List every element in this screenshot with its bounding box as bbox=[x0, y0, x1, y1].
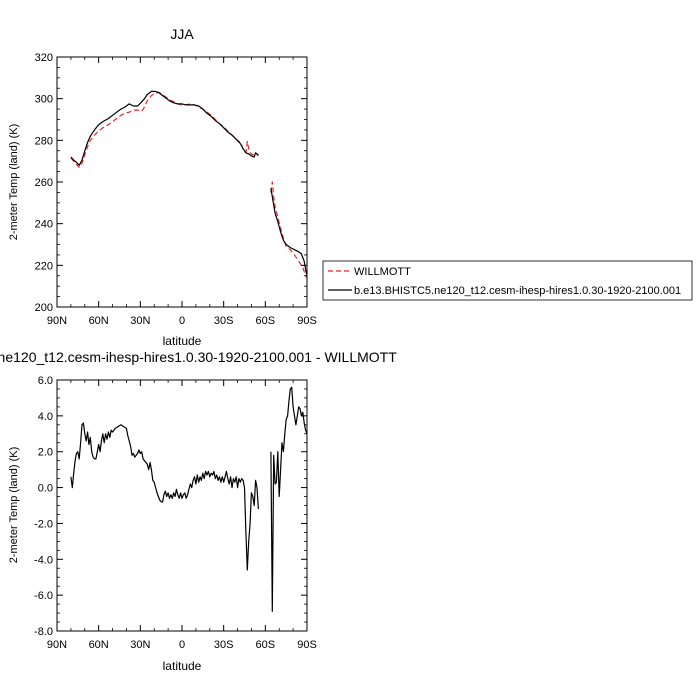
top-series-1-line-segment-0 bbox=[70, 90, 259, 166]
legend-label-model: b.e13.BHISTC5.ne120_t12.cesm-ihesp-hires… bbox=[354, 285, 681, 297]
bottom-y-tick-label: -2.0 bbox=[34, 518, 53, 530]
top-y-tick-label: 260 bbox=[35, 177, 53, 189]
bottom-y-tick-label: 4.0 bbox=[38, 411, 53, 423]
bottom-x-tick-label: 60S bbox=[256, 639, 276, 651]
bottom-x-tick-label: 60N bbox=[89, 639, 109, 651]
legend-label-willmott: WILLMOTT bbox=[354, 266, 411, 278]
bottom-x-tick-label: 90N bbox=[47, 639, 67, 651]
bottom-x-tick-label: 0 bbox=[179, 639, 185, 651]
top-x-tick-label: 0 bbox=[179, 315, 185, 327]
top-x-tick-label: 30S bbox=[214, 315, 234, 327]
top-x-tick-label: 90S bbox=[297, 315, 317, 327]
top-panel: JJA 90N 60N 30N 0 30S 60S 90S 200 220 240 260 280 30… bbox=[8, 26, 693, 348]
top-y-tick-label: 240 bbox=[35, 219, 53, 231]
top-y-tick-label: 320 bbox=[35, 52, 53, 64]
top-x-tick-label: 90N bbox=[47, 315, 67, 327]
top-y-tick-label: 220 bbox=[35, 260, 53, 272]
top-x-axis-label: latitude bbox=[163, 334, 202, 348]
top-chart-title: JJA bbox=[170, 26, 194, 42]
top-y-tick-label: 200 bbox=[35, 302, 53, 314]
top-x-tick-label: 60N bbox=[89, 315, 109, 327]
legend: WILLMOTT b.e13.BHISTC5.ne120_t12.cesm-ih… bbox=[322, 260, 693, 301]
top-series-1-line-segment-1 bbox=[270, 188, 308, 276]
bottom-series-0-line-segment-1 bbox=[270, 386, 308, 612]
bottom-y-axis-label: 2-meter Temp (land) (K) bbox=[8, 447, 20, 564]
bottom-y-tick-label: -6.0 bbox=[34, 590, 53, 602]
bottom-panel: TC5.ne120_t12.cesm-ihesp-hires1.0.30-192… bbox=[0, 349, 397, 673]
bottom-x-axis-label: latitude bbox=[163, 659, 202, 673]
bottom-chart-title: TC5.ne120_t12.cesm-ihesp-hires1.0.30-192… bbox=[0, 349, 397, 365]
bottom-y-tick-label: -4.0 bbox=[34, 554, 53, 566]
top-y-axis-label: 2-meter Temp (land) (K) bbox=[8, 124, 20, 241]
bottom-y-tick-label: 0.0 bbox=[38, 483, 53, 495]
top-y-tick-label: 280 bbox=[35, 135, 53, 147]
legend-box bbox=[322, 260, 693, 301]
bottom-x-tick-label: 30N bbox=[130, 639, 150, 651]
bottom-series-0-line-segment-0 bbox=[70, 422, 259, 571]
bottom-x-tick-label: 30S bbox=[214, 639, 234, 651]
top-x-tick-label: 60S bbox=[256, 315, 276, 327]
bottom-x-tick-label: 90S bbox=[297, 639, 317, 651]
top-x-tick-label: 30N bbox=[130, 315, 150, 327]
bottom-y-tick-label: -8.0 bbox=[34, 626, 53, 638]
top-y-tick-label: 300 bbox=[35, 94, 53, 106]
bottom-y-tick-label: 2.0 bbox=[38, 447, 53, 459]
bottom-y-tick-label: 6.0 bbox=[38, 375, 53, 387]
